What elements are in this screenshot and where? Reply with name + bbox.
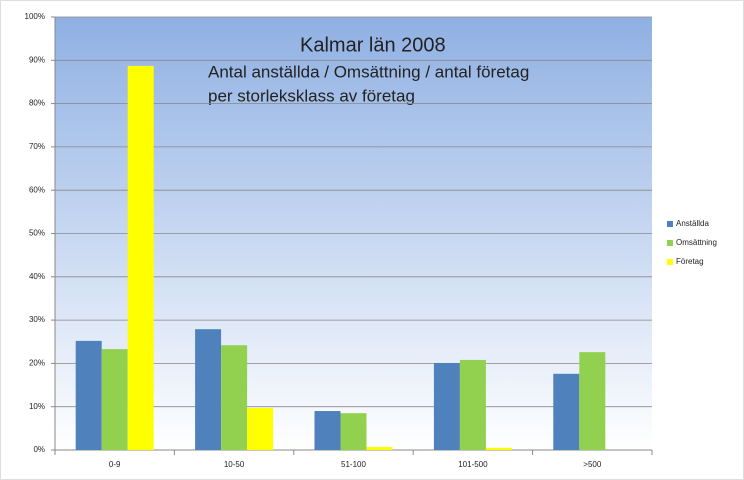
y-tick-label: 100% <box>25 12 45 21</box>
chart-subtitle: per storleksklass av företag <box>208 86 415 105</box>
x-tick-label: 10-50 <box>224 460 245 469</box>
x-tick-label: 0-9 <box>109 460 121 469</box>
x-tick-label: 51-100 <box>341 460 366 469</box>
bar <box>75 340 102 450</box>
legend-swatch <box>667 240 673 246</box>
bar <box>340 413 367 450</box>
legend-label: Anställda <box>676 219 709 228</box>
bar <box>127 65 154 450</box>
bar <box>459 359 486 450</box>
chart-subtitle: Antal anställda / Omsättning / antal för… <box>208 62 529 81</box>
bar <box>247 407 274 450</box>
legend-label: Företag <box>676 257 704 266</box>
legend-swatch <box>667 259 673 265</box>
bar <box>101 349 128 450</box>
bar <box>366 446 393 450</box>
y-tick-label: 50% <box>29 229 45 238</box>
y-tick-label: 40% <box>29 272 45 281</box>
bar <box>553 373 580 450</box>
y-tick-label: 0% <box>33 445 45 454</box>
x-tick-label: >500 <box>583 460 602 469</box>
legend-label: Omsättning <box>676 238 717 247</box>
y-tick-label: 10% <box>29 402 45 411</box>
y-tick-label: 80% <box>29 99 45 108</box>
legend-swatch <box>667 221 673 227</box>
y-tick-label: 60% <box>29 185 45 194</box>
y-tick-label: 70% <box>29 142 45 151</box>
y-tick-label: 20% <box>29 359 45 368</box>
bar <box>221 345 248 450</box>
bar <box>314 411 341 450</box>
y-tick-label: 30% <box>29 315 45 324</box>
bar <box>433 362 460 450</box>
bar <box>195 329 222 450</box>
bar <box>485 447 512 450</box>
bar <box>579 352 606 450</box>
x-tick-label: 101-500 <box>458 460 488 469</box>
y-tick-label: 90% <box>29 55 45 64</box>
chart-title: Kalmar län 2008 <box>300 34 446 56</box>
